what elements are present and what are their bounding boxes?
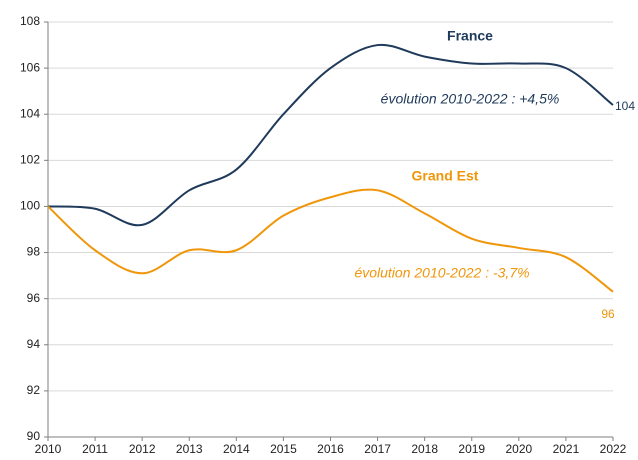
x-tick-label: 2015: [270, 442, 297, 456]
y-tick-label: 94: [27, 337, 41, 351]
x-tick-label: 2016: [317, 442, 344, 456]
x-tick-label: 2014: [223, 442, 250, 456]
annotation: évolution 2010-2022 : -3,7%: [354, 265, 529, 281]
x-tick-label: 2020: [505, 442, 532, 456]
x-tick-label: 2019: [458, 442, 485, 456]
y-tick-label: 92: [27, 383, 41, 397]
annotation: évolution 2010-2022 : +4,5%: [381, 91, 560, 107]
y-tick-label: 104: [20, 106, 40, 120]
x-tick-label: 2017: [364, 442, 391, 456]
x-tick-label: 2018: [411, 442, 438, 456]
y-tick-label: 100: [20, 199, 40, 213]
series-line: [47, 43, 614, 227]
y-tick-label: 98: [27, 245, 41, 259]
x-tick-label: 2013: [176, 442, 203, 456]
x-tick-label: 2022: [600, 442, 627, 456]
x-tick-label: 2010: [35, 442, 62, 456]
x-tick-label: 2021: [553, 442, 580, 456]
series-label: France: [447, 28, 493, 44]
series-label: Grand Est: [412, 168, 479, 184]
y-tick-label: 90: [27, 429, 41, 443]
y-tick-label: 108: [20, 14, 40, 28]
end-label: 96: [601, 307, 615, 321]
x-tick-label: 2012: [129, 442, 156, 456]
y-tick-label: 96: [27, 291, 41, 305]
series-line: [47, 188, 614, 293]
y-tick-label: 102: [20, 153, 40, 167]
y-tick-label: 106: [20, 60, 40, 74]
end-label: 104: [615, 99, 635, 113]
x-tick-label: 2011: [82, 442, 108, 456]
